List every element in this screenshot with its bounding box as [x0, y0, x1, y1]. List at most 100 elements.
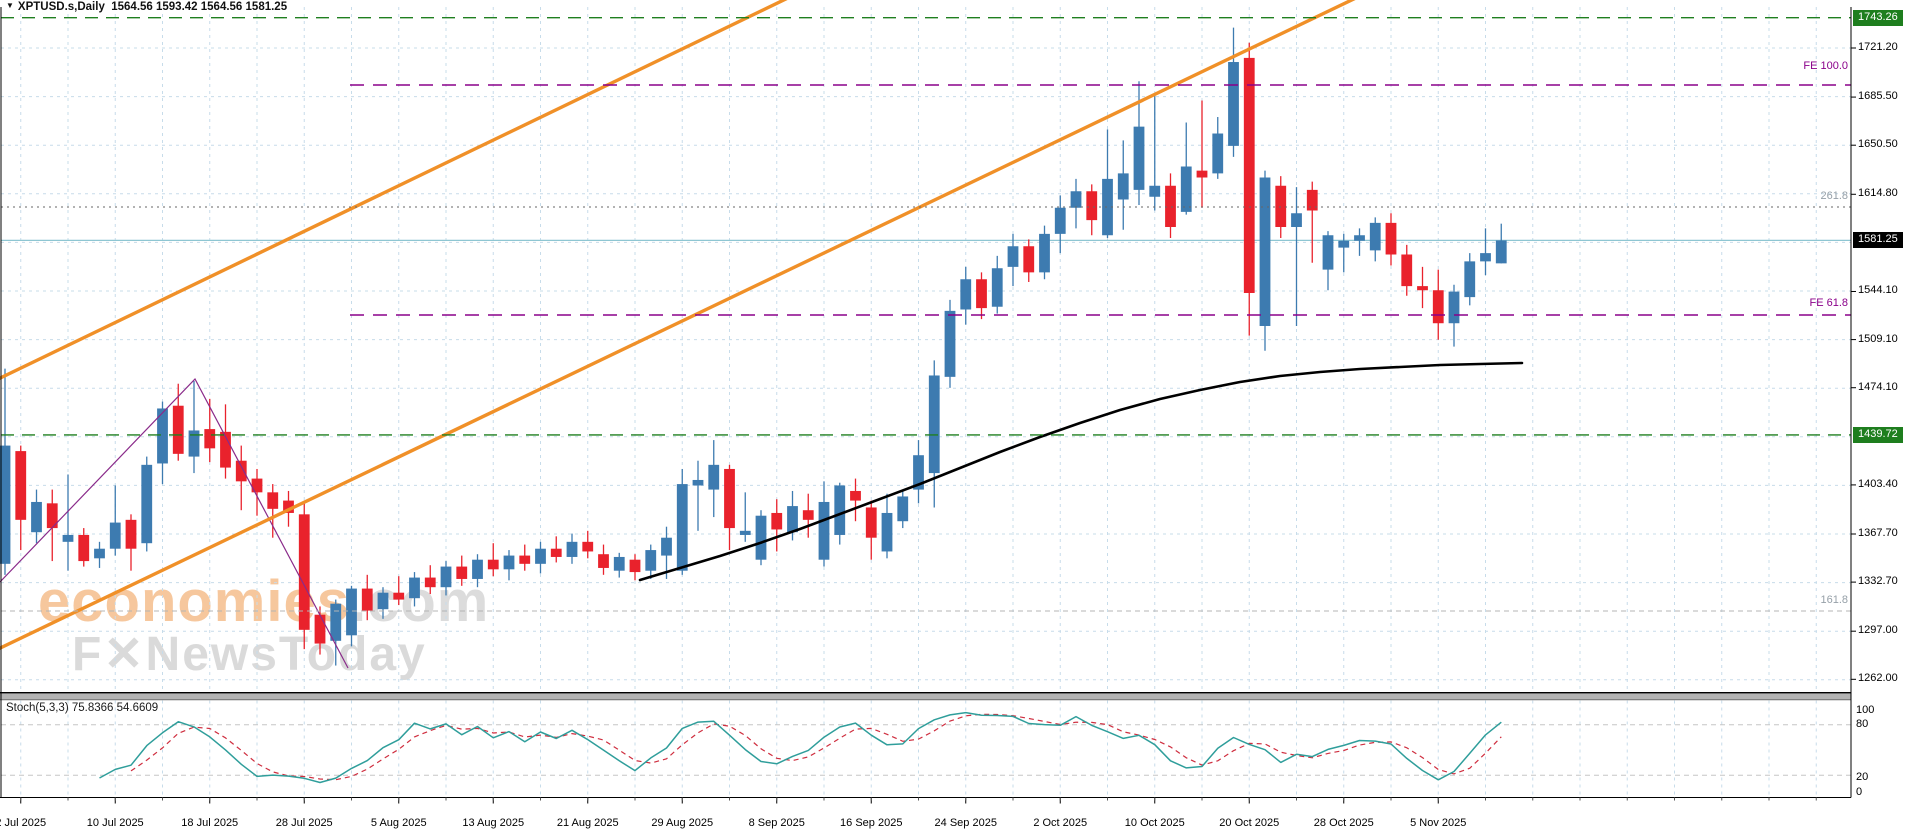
candle-body	[1448, 291, 1460, 324]
price-axis-label: 1650.50	[1858, 138, 1898, 151]
candle-body	[629, 559, 641, 573]
candle-body	[251, 478, 263, 493]
price-axis-label: 1509.10	[1858, 332, 1898, 345]
date-axis-label: 13 Aug 2025	[462, 817, 525, 829]
stoch-signal-line	[130, 713, 1502, 781]
symbol-dropdown-icon[interactable]: ▼	[6, 1, 14, 10]
candle-body	[1275, 185, 1287, 227]
moving-average-line	[638, 361, 1524, 582]
candle-body	[724, 468, 735, 529]
date-axis-label: 16 Sep 2025	[840, 817, 903, 829]
candle-body	[865, 507, 877, 538]
candle-body	[314, 614, 326, 644]
candle-body	[613, 556, 625, 571]
candle-body	[1369, 222, 1381, 251]
price-axis-label: 1403.40	[1858, 477, 1898, 490]
candle-body	[913, 455, 924, 490]
trendline-2[interactable]	[0, 0, 1360, 651]
price-axis-label: 1614.80	[1858, 187, 1898, 200]
ratio-label-1618: 161.8	[1820, 594, 1848, 606]
chart-title-text: XPTUSD.s,Daily 1564.56 1593.42 1564.56 1…	[17, 1, 288, 13]
candle-body	[944, 310, 956, 377]
candle-body	[204, 429, 216, 449]
price-axis-label: 1297.00	[1858, 624, 1898, 637]
candle-body	[1480, 253, 1491, 262]
candle-body	[1417, 286, 1428, 291]
stoch-axis-label: 100	[1856, 704, 1875, 716]
candle-body	[15, 451, 27, 520]
price-badge-1439.72: 1439.72	[1853, 426, 1903, 443]
candle-body	[834, 485, 846, 535]
candle-body	[1338, 240, 1350, 248]
candle-body	[172, 405, 184, 454]
candle-body	[503, 555, 515, 570]
candle-body	[1212, 133, 1224, 174]
date-axis-label: 29 Aug 2025	[651, 817, 714, 829]
candle-body	[1023, 246, 1035, 273]
candle-body	[267, 492, 279, 509]
price-axis-label: 1721.20	[1858, 41, 1898, 53]
candle-body	[1180, 166, 1192, 212]
watermark-line2: F✕NewsToday	[72, 628, 427, 681]
candle-body	[991, 268, 1003, 307]
candle-body	[472, 559, 483, 579]
date-axis-label: 2 Jul 2025	[0, 817, 47, 829]
candle-body	[346, 588, 357, 636]
stoch-axis-label: 20	[1856, 771, 1869, 783]
date-axis-label: 2 Oct 2025	[1033, 817, 1088, 829]
price-badge-1581.25: 1581.25	[1853, 232, 1903, 249]
candle-body	[1354, 235, 1365, 241]
candle-body	[157, 408, 168, 464]
candle-body	[440, 566, 452, 588]
candle-body	[109, 522, 121, 549]
candle-body	[298, 514, 310, 630]
stoch-axis-label: 0	[1856, 786, 1863, 798]
date-axis-label: 10 Oct 2025	[1124, 817, 1185, 829]
candle-body	[125, 519, 137, 549]
candle-body	[897, 496, 909, 522]
fib-label-100[interactable]: FE 100.0	[1803, 60, 1848, 72]
candle-body	[1306, 189, 1318, 211]
price-axis-label: 1332.70	[1858, 575, 1898, 588]
candle-body	[1401, 254, 1413, 287]
candle-body	[1259, 177, 1271, 326]
candle-body	[1495, 240, 1507, 264]
candle-body	[771, 512, 783, 530]
candle-body	[78, 534, 90, 562]
candle-body	[1054, 207, 1066, 234]
candle-body	[1432, 290, 1444, 324]
candle-body	[818, 501, 830, 560]
stoch-axis-label: 80	[1856, 718, 1869, 730]
candle-body	[1464, 261, 1476, 298]
price-axis-label: 1474.10	[1858, 380, 1898, 393]
date-axis-label: 24 Sep 2025	[934, 817, 997, 829]
candle-body	[550, 548, 562, 557]
candle-body	[409, 577, 420, 599]
pane-separator[interactable]	[0, 693, 1851, 700]
candle-body	[94, 548, 105, 559]
candle-body	[1291, 213, 1302, 227]
candle-body	[598, 554, 609, 568]
candle-body	[62, 534, 74, 542]
candle-body	[535, 548, 546, 564]
candle-body	[519, 555, 531, 564]
candle-body	[802, 510, 814, 520]
date-axis-label: 5 Aug 2025	[370, 817, 427, 829]
candle-body	[0, 445, 11, 564]
date-axis-label: 10 Jul 2025	[86, 817, 144, 829]
trendline-1[interactable]	[0, 0, 792, 381]
candle-body	[487, 559, 499, 570]
candle-body	[46, 503, 58, 529]
stoch-main-line	[99, 711, 1502, 784]
fib-label-618[interactable]: FE 61.8	[1809, 297, 1848, 309]
candle-body	[881, 512, 893, 552]
candle-body	[1149, 185, 1161, 197]
candle-body	[661, 537, 672, 556]
candle-body	[361, 588, 373, 611]
candle-body	[1196, 170, 1208, 178]
candle-body	[739, 530, 751, 535]
date-axis-label: 28 Jul 2025	[275, 817, 333, 829]
zigzag-line[interactable]	[0, 377, 349, 669]
